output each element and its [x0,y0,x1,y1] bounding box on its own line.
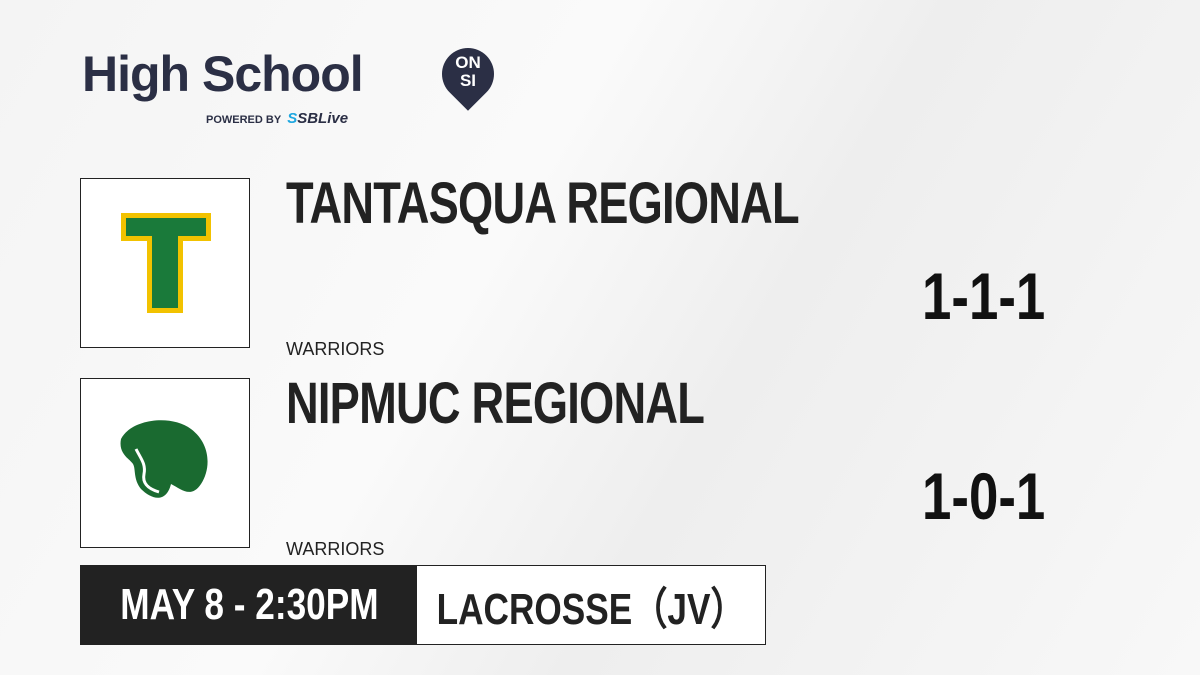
team-logo-away [80,378,250,548]
away-team-name: NIPMUC REGIONAL [286,371,705,436]
home-team-name: TANTASQUA REGIONAL [286,171,800,236]
away-team-mascot: WARRIORS [286,539,385,559]
team-logo-home [80,178,250,348]
game-info-bar: MAY 8 - 2:30PM LACROSSE（JV） [80,565,766,645]
high-school-on-si-logo: High School ON SI POWERED BY SSBLive [82,37,505,127]
away-team-record: 1-0-1 [922,459,1046,533]
badge-text: ON SI [455,53,481,90]
brand-title: High School [82,46,364,102]
home-team-mascot: WARRIORS [286,339,385,359]
home-team-record: 1-1-1 [922,259,1046,333]
powered-by: POWERED BY SSBLive [206,110,349,127]
game-datetime: MAY 8 - 2:30PM [81,566,417,644]
game-sport: LACROSSE（JV） [417,566,765,644]
